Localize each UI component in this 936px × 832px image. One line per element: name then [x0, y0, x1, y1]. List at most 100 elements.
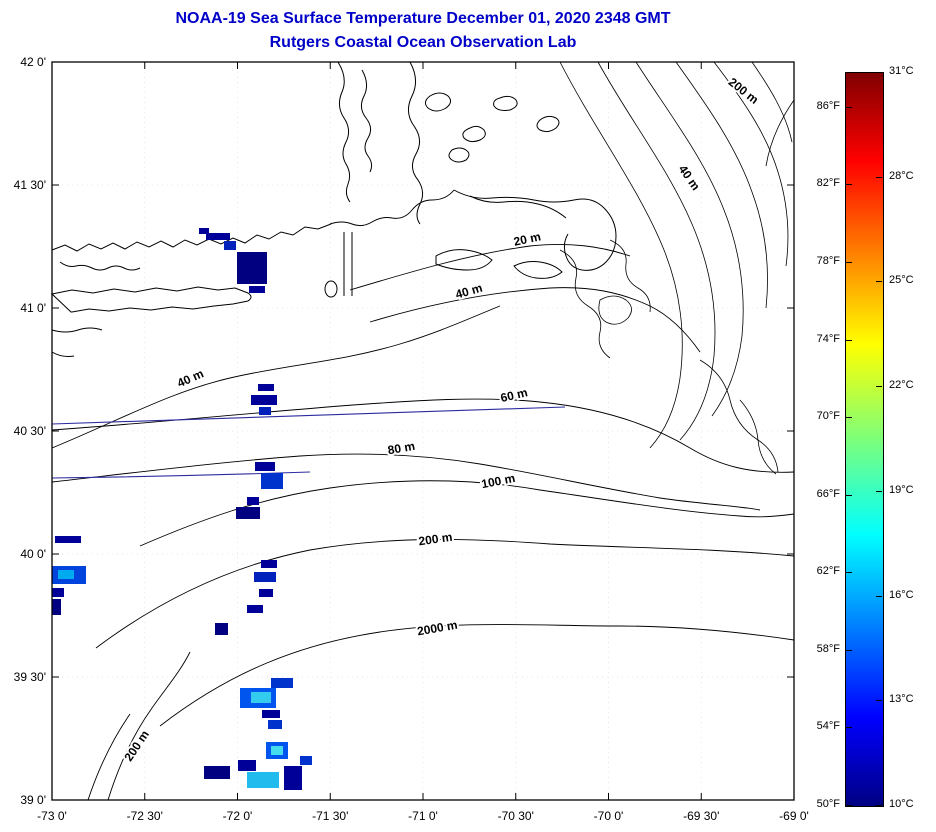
- sst-patch: [237, 252, 267, 284]
- sst-patch: [204, 766, 230, 779]
- contour-label: 200 m: [418, 530, 454, 549]
- y-tick-label: 40 30': [14, 424, 46, 438]
- sst-patch: [251, 692, 271, 703]
- colorbar-tick: [876, 386, 882, 387]
- x-tick-label: -70 30': [498, 809, 534, 823]
- island-path: [536, 115, 560, 133]
- colorbar-tick: [846, 650, 852, 651]
- bathymetry-contour-2000m: [159, 624, 795, 727]
- sst-patch: [247, 772, 279, 788]
- shelf-contour: [713, 61, 789, 267]
- bathymetry-contour-200m: [87, 713, 131, 801]
- celsius-label: 19°C: [889, 483, 914, 496]
- contour-label: 60 m: [499, 385, 529, 405]
- contour-label: 100 m: [480, 471, 516, 491]
- y-axis-labels: 42 0' 41 30' 41 0' 40 30' 40 0' 39 30' 39 0': [14, 55, 46, 807]
- y-tick-label: 40 0': [20, 547, 46, 561]
- contour-label: 2000 m: [416, 618, 459, 639]
- shelf-contour: [751, 61, 793, 143]
- shelf-contour: [675, 61, 768, 309]
- coastline-path: [469, 195, 567, 219]
- x-tick-label: -69 30': [683, 809, 719, 823]
- bathymetry-contour-200m: [107, 651, 191, 801]
- coastline-path: [329, 189, 455, 227]
- colorbar-tick: [846, 417, 852, 418]
- fahrenheit-label: 70°F: [816, 410, 840, 423]
- sst-patch: [284, 766, 302, 790]
- sst-patch: [55, 536, 81, 543]
- fahrenheit-label: 62°F: [816, 565, 840, 578]
- shelf-contour: [635, 61, 744, 417]
- coastline-path: [408, 61, 424, 225]
- y-tick-label: 41 0': [20, 301, 46, 315]
- colorbar: [845, 72, 884, 807]
- sst-patch: [52, 588, 64, 597]
- sst-patch: [271, 746, 283, 755]
- sst-patch: [249, 286, 265, 293]
- celsius-label: 10°C: [889, 798, 914, 810]
- contour-label: 40 m: [175, 366, 206, 390]
- colorbar-tick: [846, 184, 852, 185]
- sst-pixel-layer: [52, 228, 312, 790]
- colorbar-tick: [846, 340, 852, 341]
- sst-patch: [238, 760, 256, 771]
- figure-subtitle: Rutgers Coastal Ocean Observation Lab: [269, 34, 577, 51]
- fahrenheit-label: 82°F: [816, 177, 840, 190]
- coastline-path: [343, 232, 353, 296]
- sst-patch: [236, 507, 260, 519]
- colorbar-tick: [846, 107, 852, 108]
- x-tick-label: -72 30': [127, 809, 163, 823]
- figure-title: NOAA-19 Sea Surface Temperature December…: [175, 10, 671, 27]
- sst-patch: [259, 407, 271, 415]
- fahrenheit-label: 58°F: [816, 642, 840, 655]
- celsius-label: 16°C: [889, 588, 914, 601]
- fahrenheit-label: 74°F: [816, 332, 840, 345]
- coastline-contours: [50, 61, 617, 357]
- y-tick-label: 41 30': [14, 178, 46, 192]
- fahrenheit-label: 86°F: [816, 99, 840, 112]
- bathymetry-contour-60m: [51, 398, 795, 473]
- colorbar-tick: [876, 72, 882, 73]
- colorbar-tick: [876, 491, 882, 492]
- marthas-vineyard-path: [435, 249, 493, 271]
- x-tick-label: -72 0': [223, 809, 253, 823]
- coastline-path: [51, 327, 103, 333]
- coastline-path: [51, 223, 332, 252]
- sst-patch: [261, 473, 283, 489]
- shelf-contour: [765, 99, 795, 167]
- shelf-contour: [699, 359, 779, 473]
- colorbar-tick: [846, 805, 852, 806]
- sst-patch: [247, 497, 259, 505]
- sst-patch: [215, 623, 228, 635]
- sst-patch: [255, 462, 275, 471]
- block-island-path: [324, 280, 338, 298]
- shoal-contour: [598, 295, 632, 325]
- coastline-path: [59, 261, 141, 271]
- colorbar-tick: [846, 572, 852, 573]
- fahrenheit-label: 50°F: [816, 798, 840, 810]
- island-path: [448, 147, 470, 163]
- sst-patch: [58, 570, 74, 579]
- celsius-label: 25°C: [889, 274, 914, 287]
- island-path: [424, 92, 452, 112]
- bathymetry-contour-80m: [51, 453, 761, 511]
- celsius-label: 13°C: [889, 693, 914, 706]
- colorbar-tick: [876, 700, 882, 701]
- coastline-path: [337, 61, 351, 203]
- coastline-path: [51, 351, 75, 357]
- bathymetry-contour-40m: [51, 305, 501, 449]
- sst-patch: [258, 384, 274, 391]
- colorbar-tick: [876, 177, 882, 178]
- sst-patch: [199, 228, 209, 234]
- celsius-label: 22°C: [889, 379, 914, 392]
- colorbar-tick: [876, 805, 882, 806]
- contour-label: 40 m: [676, 162, 703, 192]
- contour-label: 200 m: [121, 728, 152, 764]
- shoal-contour: [559, 249, 611, 359]
- sst-patch: [52, 599, 61, 615]
- fahrenheit-label: 78°F: [816, 255, 840, 268]
- colorbar-tick: [846, 262, 852, 263]
- sst-patch: [268, 720, 282, 729]
